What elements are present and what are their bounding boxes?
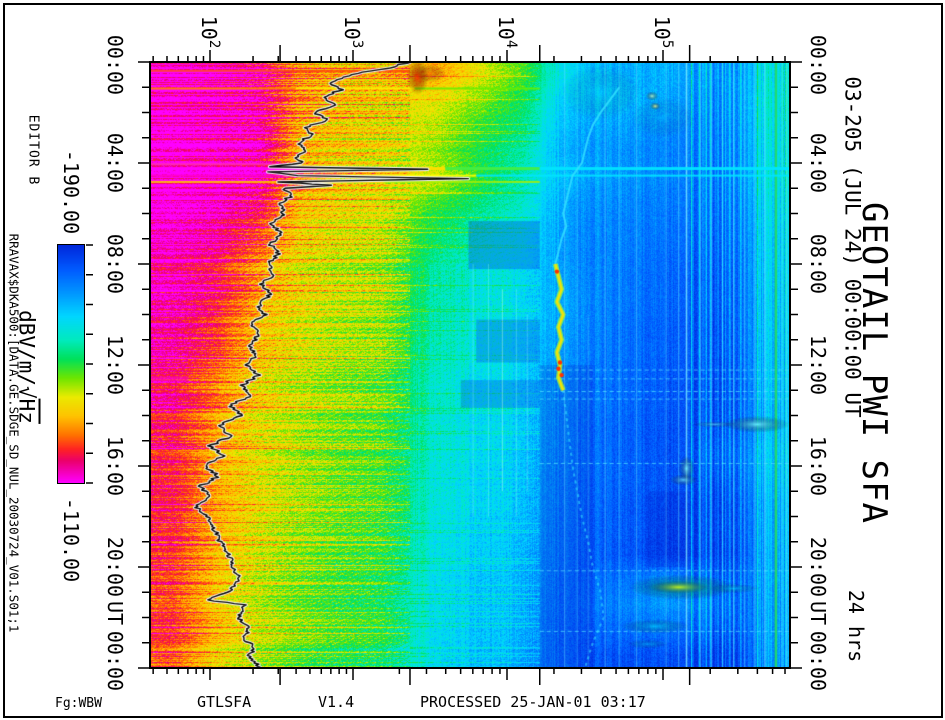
duration-label: 24 hrs — [844, 589, 868, 663]
version-label: V1.4 — [318, 693, 355, 711]
colorbar-unit-label: dBV/m/√Hz — [14, 310, 39, 424]
time-label-right-1: 04:00 — [806, 132, 830, 194]
unit-hz: Hz — [14, 398, 39, 424]
colorbar-min-label: -110.00 — [59, 497, 83, 583]
time-label-right-end: 00:00 — [806, 630, 830, 692]
program-label: GTLSFA — [197, 693, 252, 711]
time-label-left-4: 16:00 — [103, 435, 127, 497]
spectrogram-canvas — [150, 62, 790, 668]
time-label-left-0: 00:00 — [103, 34, 127, 96]
time-axis-ut-label-right: UT — [806, 600, 830, 625]
time-label-right-3: 12:00 — [806, 334, 830, 396]
freq-label-2: 104 — [494, 15, 519, 49]
fg-mode-label: Fg:WBW — [55, 696, 102, 711]
editor-label: EDITOR B — [25, 114, 41, 186]
time-label-left-1: 04:00 — [103, 132, 127, 194]
page-frame — [3, 3, 943, 718]
time-label-right-0: 00:00 — [806, 34, 830, 96]
time-label-right-2: 08:00 — [806, 233, 830, 295]
processed-label: PROCESSED 25-JAN-01 03:17 — [420, 693, 646, 711]
time-label-right-4: 16:00 — [806, 435, 830, 497]
freq-label-1: 103 — [340, 15, 365, 49]
file-path-label: RRAVAX$DKA500:[DATA.GE.SDGE_SD_NUL_20030… — [6, 233, 22, 633]
colorbar-max-label: -190.00 — [59, 149, 83, 235]
time-label-left-5: 20:00 — [103, 536, 127, 598]
time-label-left-2: 08:00 — [103, 233, 127, 295]
sqrt-sign: √ — [14, 385, 39, 399]
time-label-left-3: 12:00 — [103, 334, 127, 396]
time-label-left-end: 00:00 — [103, 630, 127, 692]
time-axis-ut-label-left: UT — [103, 600, 127, 625]
colorbar-canvas — [57, 244, 85, 484]
plot-date-label: 03-205 (JUL 24) 00:00:00 UT — [840, 76, 865, 418]
freq-label-3: 105 — [650, 15, 675, 49]
unit-prefix: dBV/m/ — [14, 310, 39, 386]
time-label-right-5: 20:00 — [806, 536, 830, 598]
freq-label-0: 102 — [197, 15, 222, 49]
